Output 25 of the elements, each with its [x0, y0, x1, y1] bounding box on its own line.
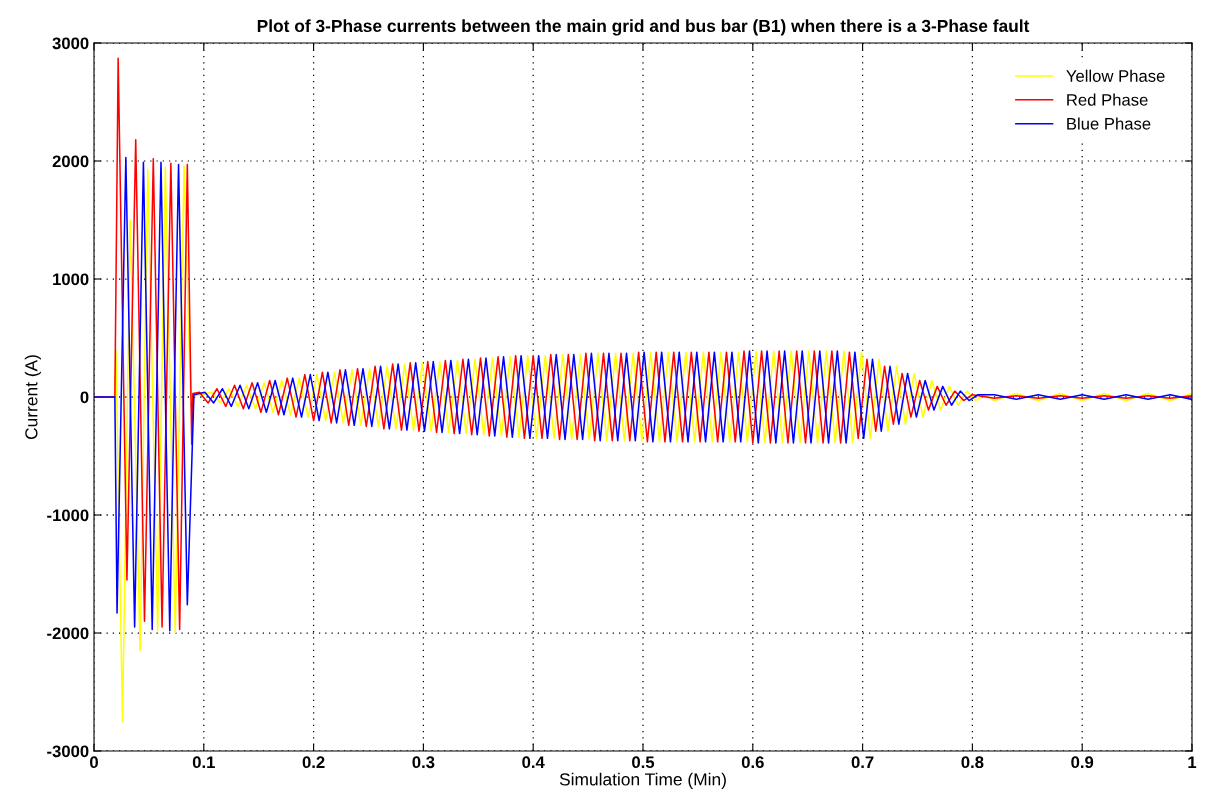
x-tick-label: 0.5: [632, 756, 655, 769]
x-tick-label: 0.1: [192, 756, 215, 769]
x-tick-label: 0.6: [741, 756, 764, 769]
x-tick-label: 0.7: [851, 756, 874, 769]
y-tick-label: -1000: [47, 509, 89, 522]
y-tick-label: 3000: [52, 37, 89, 50]
y-tick-label: 1000: [53, 273, 89, 286]
x-tick-label: 0.9: [1071, 756, 1094, 769]
x-tick-label: 0.4: [522, 756, 545, 769]
y-axis-title: Current (A): [24, 355, 41, 440]
x-tick-label: 0.8: [961, 756, 984, 769]
x-tick-label: 0.2: [302, 756, 325, 769]
y-tick-label: -3000: [47, 745, 89, 758]
x-axis-title: Simulation Time (Min): [559, 772, 726, 789]
legend-label: Blue Phase: [1067, 117, 1151, 130]
y-tick-label: -2000: [47, 627, 89, 640]
legend-label: Yellow Phase: [1066, 69, 1165, 82]
legend-label: Red Phase: [1067, 93, 1148, 106]
x-tick-label: 1: [1188, 756, 1197, 768]
line-series: [94, 156, 1192, 632]
x-tick-label: 0.3: [412, 756, 435, 769]
y-tick-label: 0: [80, 391, 89, 404]
x-tick-label: 0: [90, 756, 98, 769]
y-tick-label: 2000: [52, 155, 89, 168]
chart-title: Plot of 3-Phase currents between the main grid and bus bar (B1) when there is a 3-Phase fault: [257, 19, 1030, 36]
